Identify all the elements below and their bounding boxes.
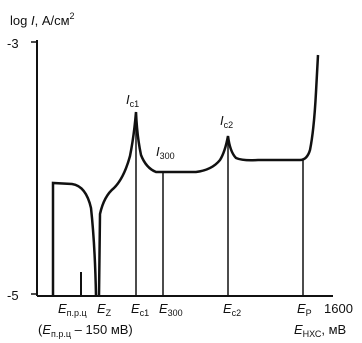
label-I-300: I300 <box>156 144 175 161</box>
x-axis-end-value: 1600 <box>324 301 353 316</box>
label-E-P: EP <box>297 301 312 318</box>
y-tick-top: -3 <box>7 36 19 51</box>
left-cathodic-branch <box>51 181 98 297</box>
label-I-c1: Ic1 <box>126 92 139 109</box>
label-E-z: EZ <box>97 301 112 318</box>
label-E-c2: Ec2 <box>223 301 241 318</box>
label-I-c2: Ic2 <box>220 113 233 130</box>
y-tick-bottom: -5 <box>7 288 19 303</box>
label-E-c1: Ec1 <box>131 301 149 318</box>
x-axis-label: EНХС, мВ <box>294 322 346 339</box>
note-offset: (Eп.р.ц – 150 мВ) <box>38 322 133 339</box>
label-E-300: E300 <box>159 301 183 318</box>
anodic-polarization-curve <box>97 54 320 297</box>
y-axis-label: log I, А/см2 <box>10 11 75 28</box>
label-E-prc: Eп.р.ц <box>58 301 87 318</box>
